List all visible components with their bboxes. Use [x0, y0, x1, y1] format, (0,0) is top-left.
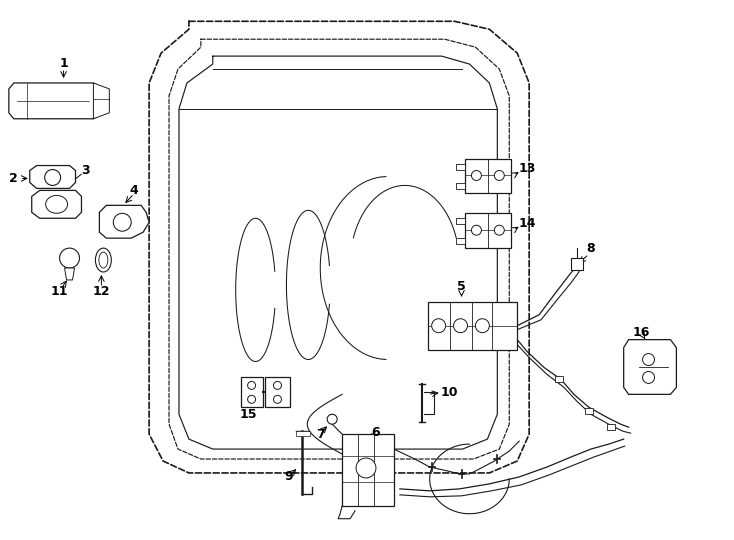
Circle shape — [432, 319, 446, 333]
Polygon shape — [465, 213, 512, 248]
Circle shape — [494, 225, 504, 235]
Polygon shape — [607, 424, 614, 430]
Polygon shape — [30, 166, 76, 188]
Polygon shape — [342, 434, 394, 506]
Text: 3: 3 — [81, 164, 90, 177]
Text: 1: 1 — [59, 57, 68, 70]
Circle shape — [113, 213, 131, 231]
Text: 7: 7 — [316, 428, 324, 441]
Polygon shape — [93, 83, 109, 119]
Text: 15: 15 — [240, 408, 258, 421]
Polygon shape — [456, 184, 465, 190]
Polygon shape — [241, 377, 263, 407]
Circle shape — [476, 319, 490, 333]
Text: 6: 6 — [371, 426, 380, 438]
Polygon shape — [555, 376, 563, 382]
Text: 4: 4 — [130, 184, 139, 197]
Polygon shape — [264, 377, 291, 407]
Circle shape — [327, 414, 337, 424]
Ellipse shape — [99, 252, 108, 268]
Circle shape — [642, 372, 655, 383]
Polygon shape — [297, 431, 310, 436]
Polygon shape — [456, 218, 465, 224]
Polygon shape — [585, 408, 593, 414]
Circle shape — [642, 354, 655, 366]
Circle shape — [274, 395, 281, 403]
Circle shape — [45, 170, 61, 185]
Polygon shape — [456, 238, 465, 244]
Polygon shape — [99, 205, 149, 238]
Circle shape — [471, 171, 482, 180]
Circle shape — [454, 319, 468, 333]
Circle shape — [471, 225, 482, 235]
Circle shape — [247, 381, 255, 389]
Polygon shape — [65, 268, 75, 280]
Polygon shape — [9, 83, 109, 119]
Text: 5: 5 — [457, 280, 466, 293]
Polygon shape — [32, 191, 81, 218]
Ellipse shape — [95, 248, 112, 272]
Circle shape — [247, 395, 255, 403]
Text: 2: 2 — [10, 172, 18, 185]
Circle shape — [356, 458, 376, 478]
Polygon shape — [465, 159, 512, 193]
Circle shape — [59, 248, 79, 268]
Text: 9: 9 — [284, 470, 293, 483]
Text: 10: 10 — [441, 386, 458, 399]
Text: 11: 11 — [51, 285, 68, 299]
Circle shape — [494, 171, 504, 180]
Polygon shape — [428, 302, 517, 349]
Text: 8: 8 — [586, 241, 595, 255]
Ellipse shape — [46, 195, 68, 213]
Polygon shape — [571, 258, 583, 270]
Text: 14: 14 — [518, 217, 536, 230]
Text: 12: 12 — [92, 285, 110, 299]
Circle shape — [274, 381, 281, 389]
Polygon shape — [456, 164, 465, 170]
Text: 13: 13 — [518, 162, 536, 175]
Polygon shape — [624, 340, 677, 394]
Text: 16: 16 — [633, 326, 650, 339]
